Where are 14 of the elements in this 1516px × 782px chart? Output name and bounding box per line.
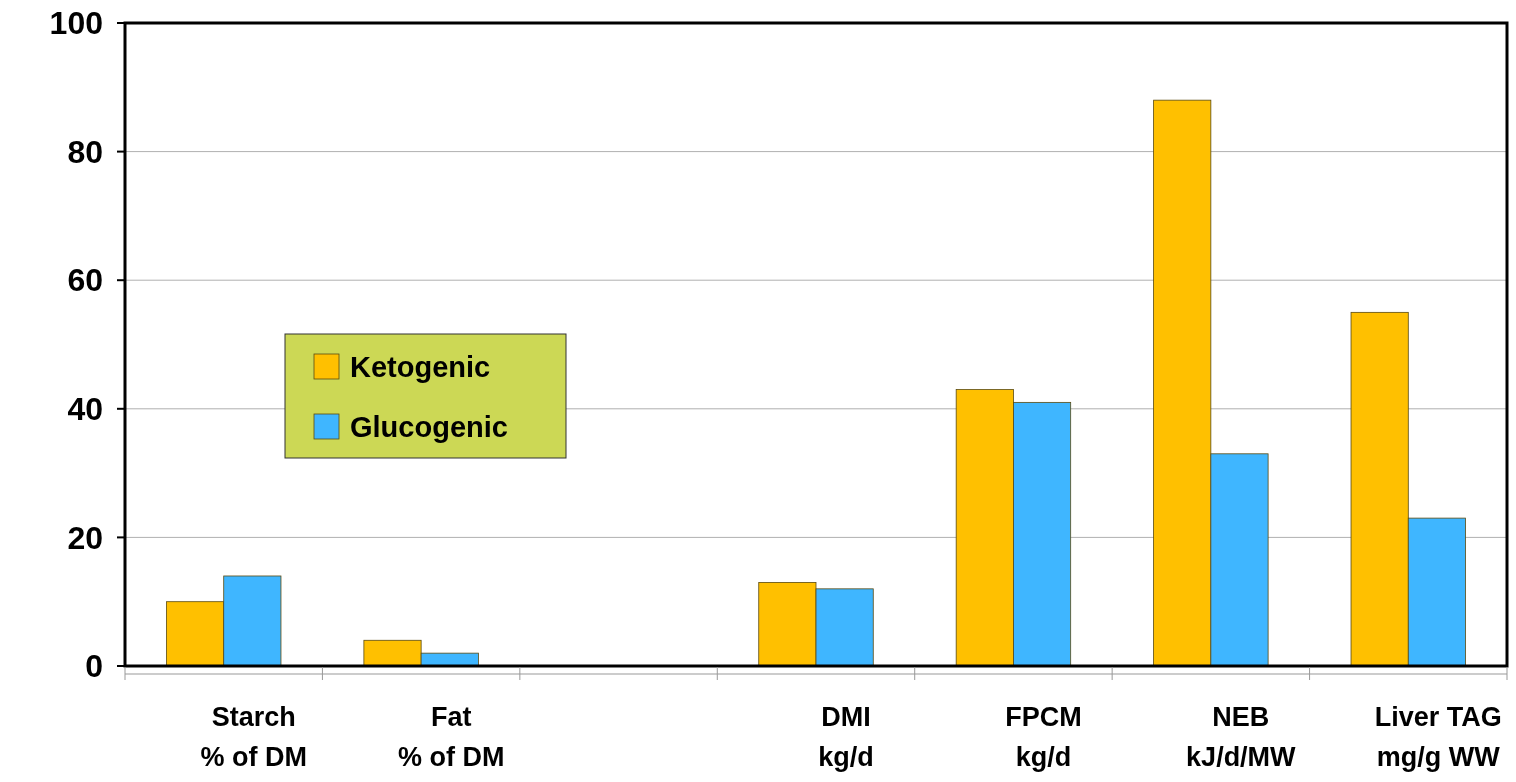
y-tick-label: 0: [85, 648, 103, 685]
x-tick-label: Fat % of DM: [397, 702, 505, 772]
legend-label: Glucogenic: [350, 411, 508, 444]
y-tick-label: 100: [49, 5, 103, 42]
x-tick-label: Starch % of DM: [200, 702, 307, 772]
y-tick-label: 80: [67, 133, 103, 170]
y-tick-label: 60: [67, 262, 103, 299]
x-tick-label: FPCM kg/d: [1005, 702, 1082, 772]
y-tick-label: 40: [67, 391, 103, 427]
legend-label: Ketogenic: [350, 351, 491, 384]
x-tick-label: Liver TAG mg/g WW: [1374, 702, 1502, 772]
x-tick-label: DMI kg/d: [818, 702, 874, 772]
x-tick-label: NEB kJ/d/MW: [1186, 702, 1297, 772]
y-tick-label: 20: [67, 519, 103, 556]
